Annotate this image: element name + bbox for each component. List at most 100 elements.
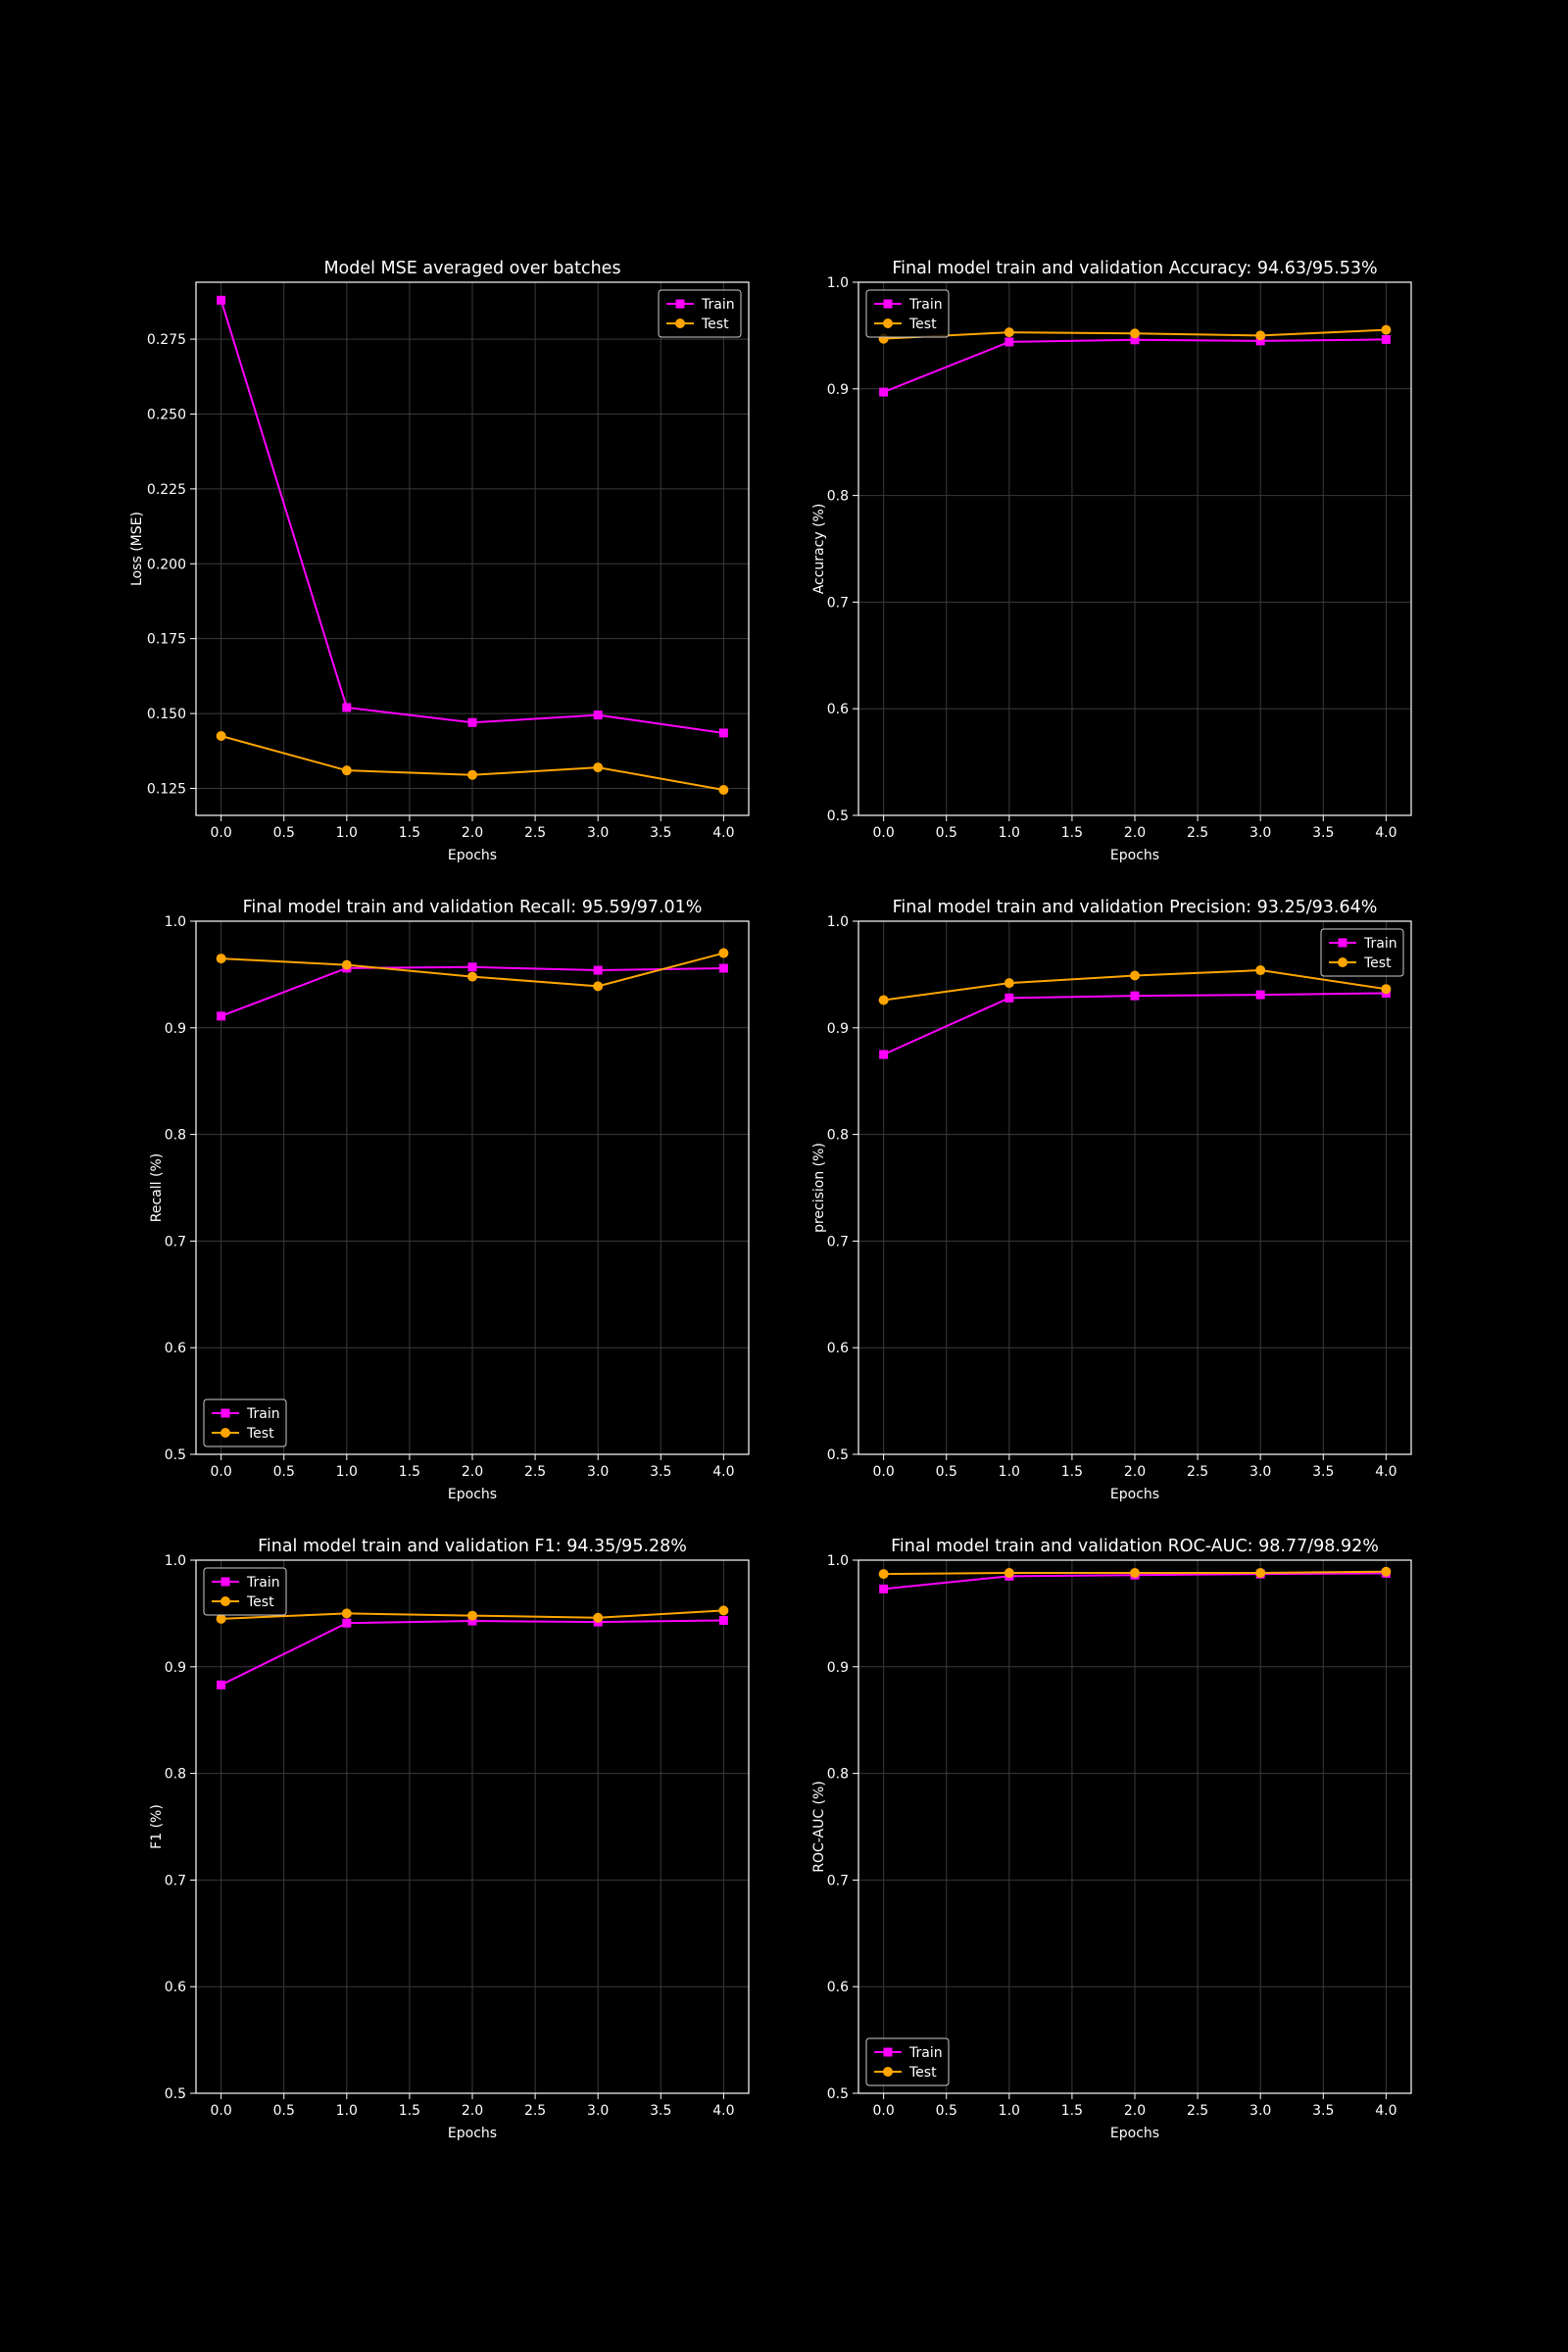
y-tick-label: 0.175 [147, 632, 186, 648]
y-tick-label: 0.6 [827, 1341, 849, 1356]
chart-title: Model MSE averaged over batches [323, 259, 620, 278]
x-tick-label: 2.0 [462, 1464, 483, 1480]
chart-panel-2: 0.0 0.5 1.0 1.5 2.0 2.5 3.0 3.5 4.0 0.5 0.6 0.7 0.8 0… [811, 259, 1412, 863]
x-tick-label: 3.5 [650, 825, 671, 841]
legend-label: Test [1363, 956, 1392, 971]
y-tick-label: 0.6 [827, 1980, 849, 1995]
y-axis-label: ROC-AUC (%) [811, 1781, 827, 1873]
data-point-test [878, 995, 889, 1005]
x-tick-label: 4.0 [712, 1464, 734, 1480]
y-tick-label: 0.6 [827, 702, 849, 717]
legend-marker [675, 299, 685, 309]
y-tick-label: 0.125 [147, 781, 186, 797]
data-point-test [1381, 1566, 1392, 1577]
data-point-test [216, 954, 226, 964]
y-tick-label: 0.6 [165, 1980, 186, 1995]
data-point-test [1381, 984, 1392, 995]
legend: Train Test [203, 1567, 287, 1616]
chart-panel-3: 0.0 0.5 1.0 1.5 2.0 2.5 3.0 3.5 4.0 0.5 0.6 0.7 0.8 0… [149, 898, 750, 1502]
legend: Train Test [865, 289, 950, 338]
legend-marker [220, 1596, 230, 1606]
data-point-train [342, 703, 352, 712]
y-tick-label: 0.9 [827, 1660, 849, 1676]
y-tick-label: 0.7 [827, 1234, 849, 1250]
y-tick-label: 0.250 [147, 407, 186, 422]
data-point-train [467, 962, 477, 972]
x-tick-label: 2.0 [1124, 1464, 1146, 1480]
x-axis-label: Epochs [1110, 1487, 1159, 1502]
data-point-train [1004, 993, 1014, 1003]
data-point-train [593, 710, 603, 720]
x-tick-label: 1.5 [1061, 1464, 1083, 1480]
y-tick-label: 0.8 [827, 1128, 849, 1144]
data-point-test [593, 762, 604, 773]
x-tick-label: 1.5 [399, 825, 420, 841]
legend-marker [1338, 957, 1348, 967]
data-point-test [1130, 328, 1140, 339]
x-axis-label: Epochs [448, 2126, 497, 2141]
legend-label: Train [701, 297, 735, 313]
x-tick-label: 1.0 [999, 2103, 1020, 2119]
x-tick-label: 3.0 [587, 825, 609, 841]
x-tick-label: 0.5 [273, 825, 295, 841]
x-tick-label: 2.0 [462, 825, 483, 841]
x-axis-label: Epochs [1110, 2126, 1159, 2141]
x-tick-label: 3.0 [1250, 2103, 1271, 2119]
data-point-test [467, 769, 477, 780]
chart-panel-6: 0.0 0.5 1.0 1.5 2.0 2.5 3.0 3.5 4.0 0.5 0.6 0.7 0.8 0… [811, 1537, 1412, 2141]
x-tick-label: 2.5 [1187, 2103, 1208, 2119]
chart-panel-5: 0.0 0.5 1.0 1.5 2.0 2.5 3.0 3.5 4.0 0.5 0.6 0.7 0.8 0… [149, 1537, 750, 2141]
y-tick-label: 0.8 [165, 1767, 186, 1783]
data-point-train [217, 295, 226, 305]
y-tick-label: 0.6 [165, 1341, 186, 1356]
x-tick-label: 3.5 [650, 2103, 671, 2119]
data-point-test [718, 1605, 729, 1616]
x-tick-label: 2.5 [1187, 1464, 1208, 1480]
data-point-train [718, 1615, 728, 1625]
x-axis-label: Epochs [1110, 848, 1159, 863]
legend-label: Train [246, 1406, 280, 1422]
x-tick-label: 3.5 [650, 1464, 671, 1480]
data-point-test [1255, 330, 1266, 341]
x-tick-label: 4.0 [1375, 1464, 1396, 1480]
x-tick-label: 3.5 [1312, 1464, 1334, 1480]
x-tick-label: 1.0 [336, 2103, 358, 2119]
data-point-test [593, 1612, 604, 1623]
y-axis-label: Recall (%) [149, 1153, 165, 1222]
data-point-test [1004, 327, 1014, 338]
legend: Train Test [1320, 928, 1404, 977]
data-point-train [1381, 334, 1391, 344]
chart-title: Final model train and validation Precisi… [893, 898, 1378, 917]
y-tick-label: 0.5 [827, 808, 849, 824]
y-tick-label: 0.225 [147, 482, 186, 498]
data-point-test [1130, 1568, 1140, 1579]
x-tick-label: 2.0 [1124, 2103, 1146, 2119]
x-tick-label: 0.0 [211, 1464, 232, 1480]
y-tick-label: 0.200 [147, 557, 186, 572]
x-tick-label: 4.0 [712, 2103, 734, 2119]
data-point-test [1255, 1568, 1266, 1579]
x-tick-label: 2.5 [524, 2103, 546, 2119]
x-tick-label: 3.0 [587, 2103, 609, 2119]
chart-panel-1: 0.0 0.5 1.0 1.5 2.0 2.5 3.0 3.5 4.0 0.125 0.150 0.1… [129, 259, 750, 863]
data-point-train [1130, 991, 1140, 1001]
y-tick-label: 0.5 [165, 1447, 186, 1463]
legend-label: Train [246, 1575, 280, 1591]
legend-marker [883, 2067, 893, 2077]
x-tick-label: 1.0 [999, 1464, 1020, 1480]
x-axis-label: Epochs [448, 848, 497, 863]
legend-marker [883, 299, 893, 309]
y-tick-label: 1.0 [827, 275, 849, 291]
y-tick-label: 0.8 [827, 1767, 849, 1783]
legend-marker [220, 1428, 230, 1438]
data-point-test [467, 971, 477, 982]
y-tick-label: 1.0 [827, 1553, 849, 1569]
x-tick-label: 1.5 [1061, 825, 1083, 841]
y-tick-label: 0.5 [165, 2086, 186, 2102]
legend-label: Train [908, 297, 943, 313]
data-point-test [341, 959, 352, 970]
y-tick-label: 0.9 [827, 382, 849, 398]
legend-marker [883, 318, 893, 328]
x-tick-label: 1.5 [399, 2103, 420, 2119]
